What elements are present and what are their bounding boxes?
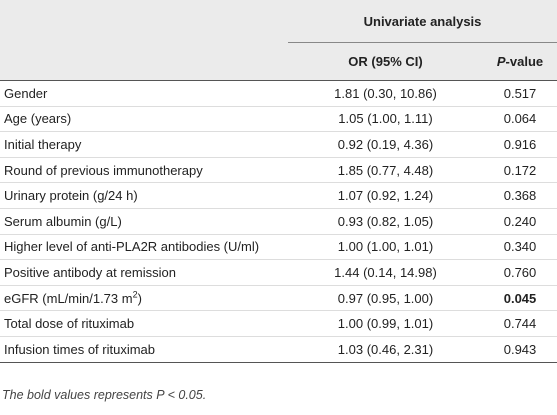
row: Higher level of anti-PLA2R antibodies (U… [0, 234, 557, 261]
or-value: 1.85 (0.77, 4.48) [288, 157, 483, 184]
label-text: eGFR (mL/min/1.73 m [4, 290, 133, 306]
p-value: 0.064 [483, 106, 557, 133]
p-italic: P [496, 54, 506, 69]
label-after: ) [137, 290, 142, 306]
or-value: 1.00 (0.99, 1.01) [288, 310, 483, 337]
row-label: eGFR (mL/min/1.73 m2) [0, 285, 288, 312]
p-value: 0.517 [483, 80, 557, 107]
row-label: Higher level of anti-PLA2R antibodies (U… [0, 234, 288, 261]
p-value: 0.916 [483, 131, 557, 158]
row: Serum albumin (g/L) 0.93 (0.82, 1.05) 0.24… [0, 208, 557, 235]
row-label: Serum albumin (g/L) [0, 208, 288, 235]
row: Gender 1.81 (0.30, 10.86) 0.517 [0, 80, 557, 107]
label-sup: 2 [132, 289, 138, 300]
row: Round of previous immunotherapy 1.85 (0.7… [0, 157, 557, 184]
row: Urinary protein (g/24 h) 1.07 (0.92, 1.24… [0, 182, 557, 209]
group-header: Univariate analysis [288, 0, 557, 43]
row: Infusion times of rituximab 1.03 (0.46, 2… [0, 336, 557, 363]
row-label: Age (years) [0, 106, 288, 133]
row-label: Infusion times of rituximab [0, 336, 288, 363]
or-value: 1.05 (1.00, 1.11) [288, 106, 483, 133]
p-value: 0.760 [483, 259, 557, 286]
or-value: 1.03 (0.46, 2.31) [288, 336, 483, 363]
row-label: Urinary protein (g/24 h) [0, 182, 288, 209]
p-value: 0.045 [483, 285, 557, 312]
row: Age (years) 1.05 (1.00, 1.11) 0.064 [0, 106, 557, 133]
row-label: Positive antibody at remission [0, 259, 288, 286]
or-value: 0.92 (0.19, 4.36) [288, 131, 483, 158]
row-label: Gender [0, 80, 288, 107]
or-value: 1.44 (0.14, 14.98) [288, 259, 483, 286]
or-value: 1.00 (1.00, 1.01) [288, 234, 483, 261]
or-header: OR (95% CI) [288, 42, 483, 81]
p-value: 0.368 [483, 182, 557, 209]
p-value: 0.943 [483, 336, 557, 363]
row: Positive antibody at remission 1.44 (0.14… [0, 259, 557, 286]
row-label: Initial therapy [0, 131, 288, 158]
row: Initial therapy 0.92 (0.19, 4.36) 0.916 [0, 131, 557, 158]
p-value: 0.240 [483, 208, 557, 235]
results-table: Univariate analysis OR (95% CI) P-value … [0, 0, 557, 363]
footnote: The bold values represents P < 0.05. [2, 388, 207, 402]
p-value: 0.172 [483, 157, 557, 184]
row-label: Total dose of rituximab [0, 310, 288, 337]
row: eGFR (mL/min/1.73 m2) 0.97 (0.95, 1.00) 0.… [0, 285, 557, 312]
p-value: 0.340 [483, 234, 557, 261]
p-rest: -value [505, 54, 544, 69]
or-value: 1.81 (0.30, 10.86) [288, 80, 483, 107]
or-value: 0.97 (0.95, 1.00) [288, 285, 483, 312]
p-header: P-value [483, 42, 557, 81]
p-value: 0.744 [483, 310, 557, 337]
row-label: Round of previous immunotherapy [0, 157, 288, 184]
row: Total dose of rituximab 1.00 (0.99, 1.01)… [0, 310, 557, 337]
or-value: 0.93 (0.82, 1.05) [288, 208, 483, 235]
or-value: 1.07 (0.92, 1.24) [288, 182, 483, 209]
